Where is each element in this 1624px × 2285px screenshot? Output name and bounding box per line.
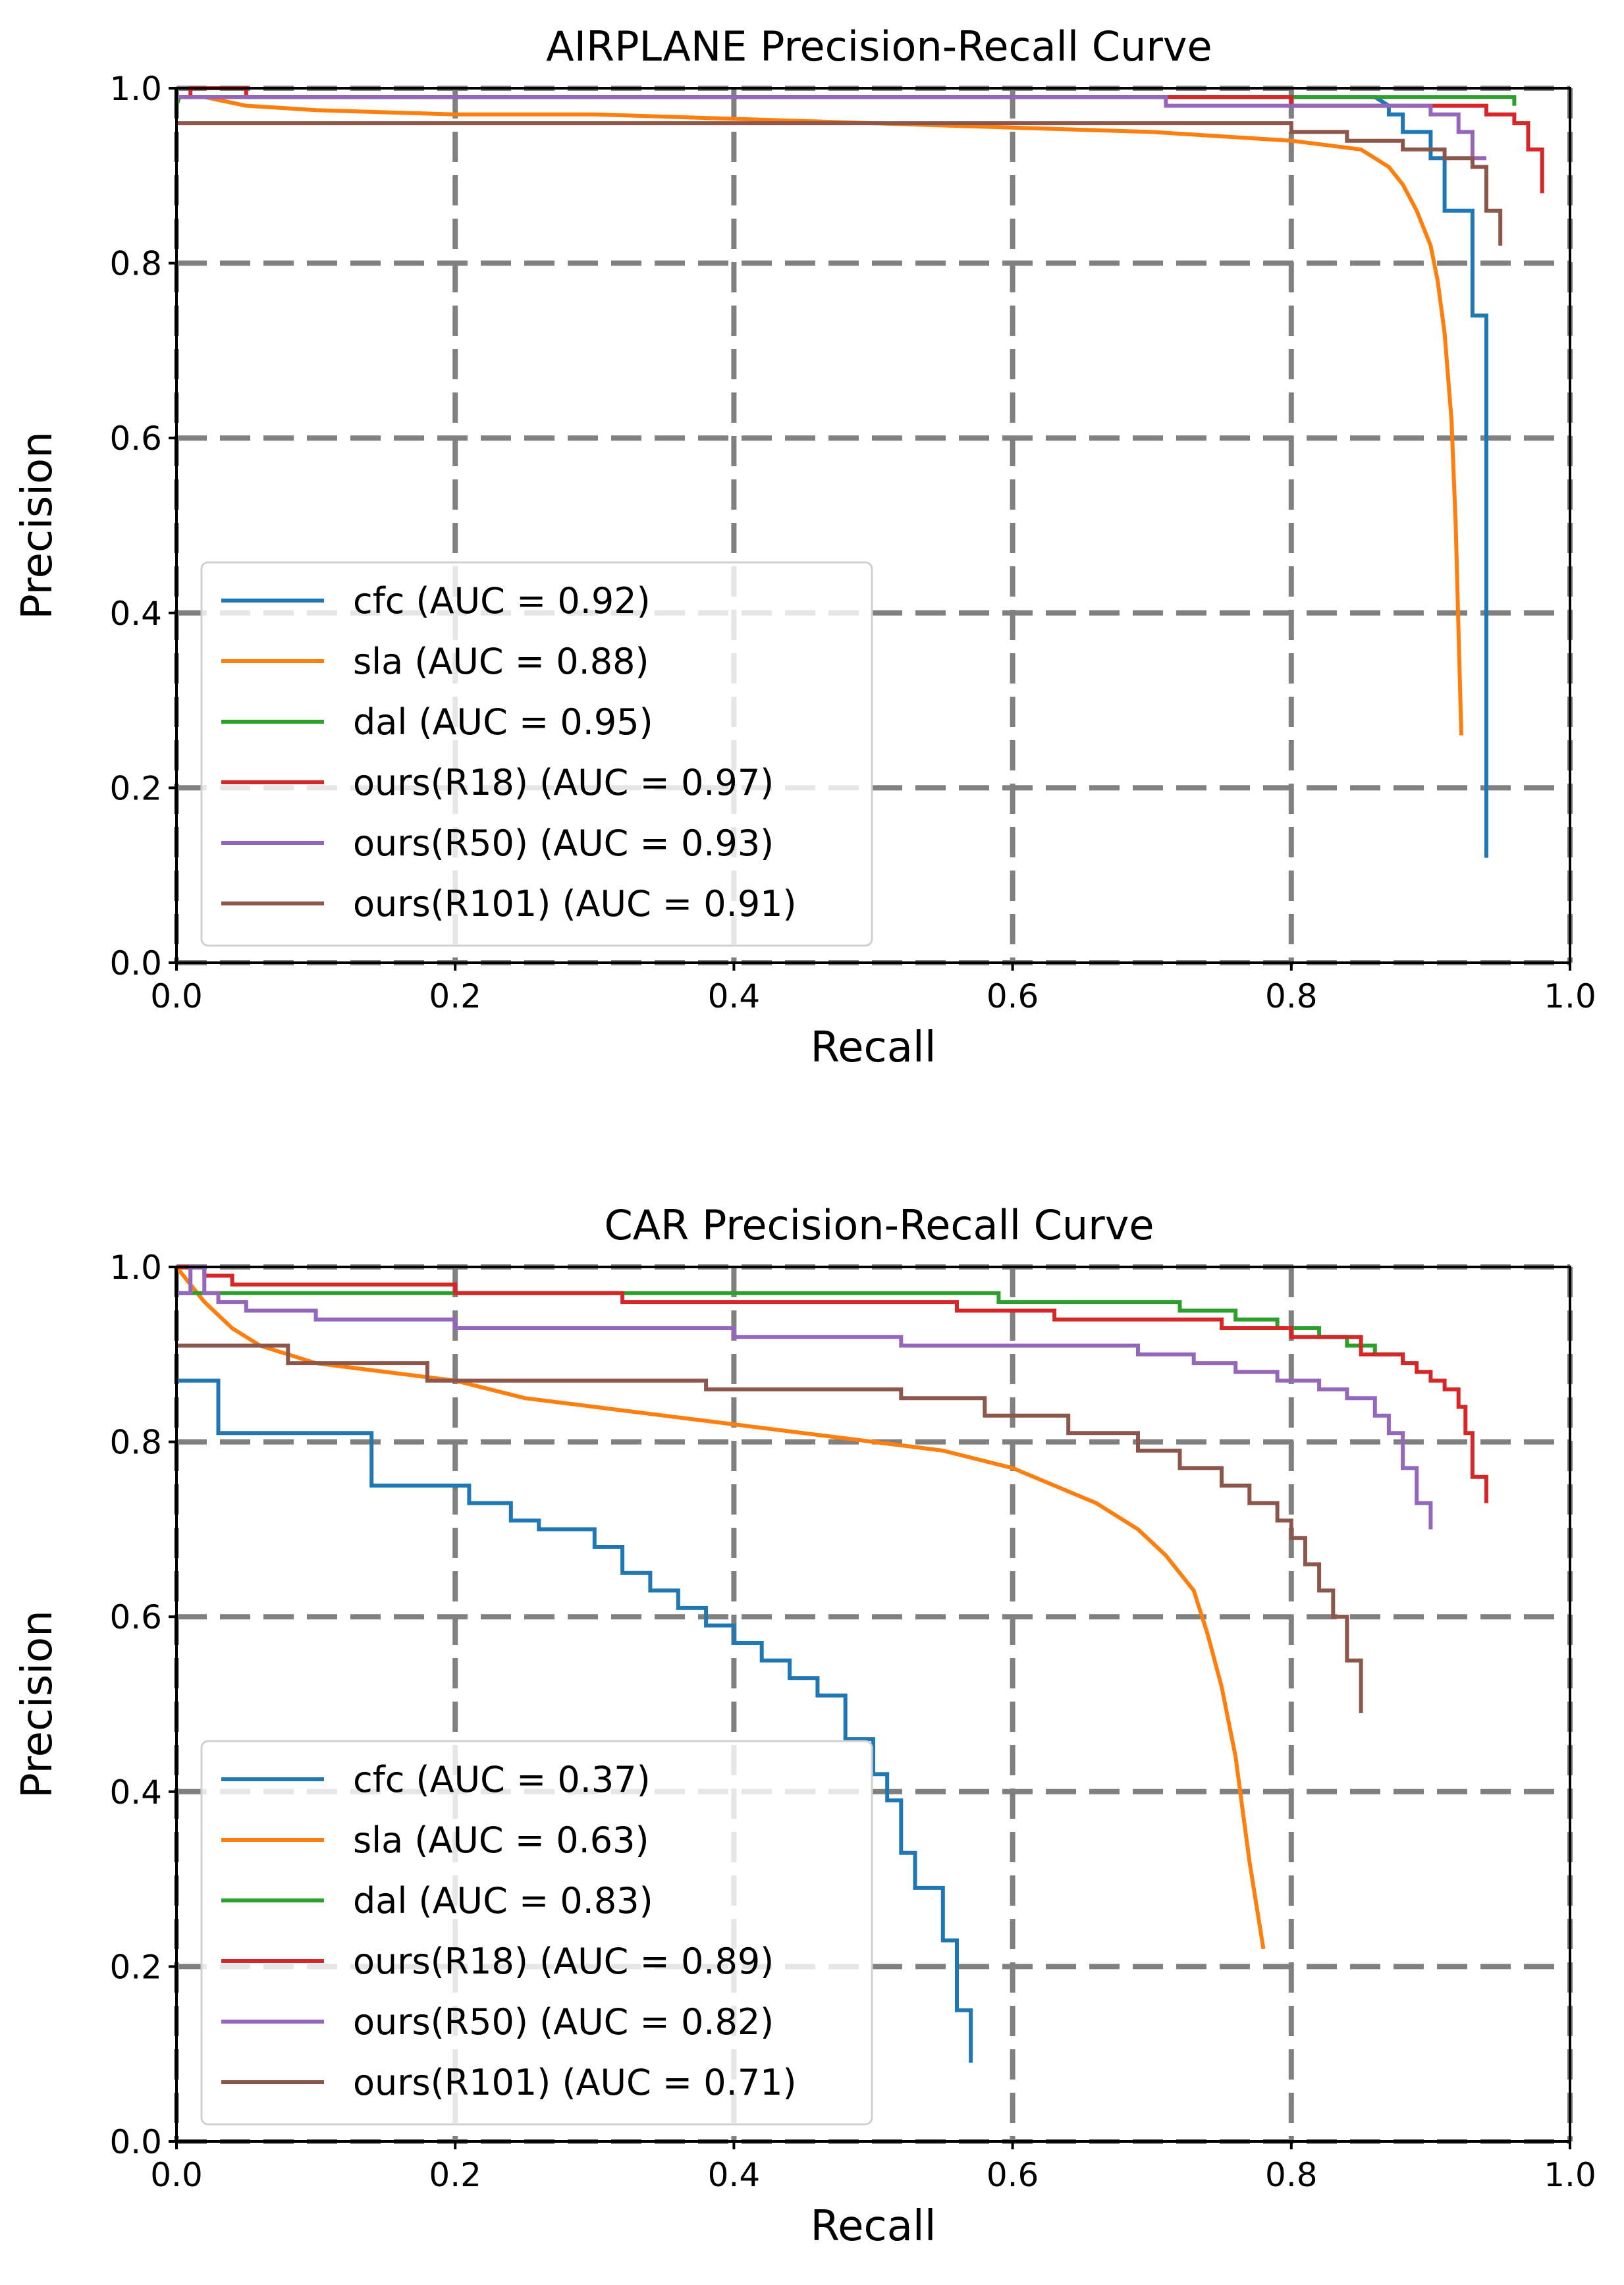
y-tick-label: 0.0 [109,944,162,982]
x-tick-label: 1.0 [1544,977,1596,1015]
y-axis-label: Precision [13,431,62,620]
y-tick-label: 0.8 [109,1424,162,1462]
legend-label: ours(R50) (AUC = 0.93) [353,822,774,864]
y-tick-label: 0.0 [109,2123,162,2161]
plot-frame [175,1266,1571,2143]
legend-label: ours(R101) (AUC = 0.91) [353,883,797,925]
y-tick-label: 0.4 [109,1773,162,1812]
y-tick-label: 0.4 [109,595,162,633]
x-tick-label: 1.0 [1544,2156,1596,2194]
series-line-ours(R50) [176,1265,1433,1530]
legend-label: ours(R18) (AUC = 0.89) [353,1941,774,1982]
x-tick-label: 0.2 [429,2156,481,2194]
x-tick-label: 0.6 [987,977,1039,1015]
series-line-sla [176,95,1463,736]
series-line-ours(R101) [176,1343,1363,1713]
legend: cfc (AUC = 0.37) sla (AUC = 0.63) dal (A… [200,1740,873,2126]
legend-box [200,1740,873,2126]
legend-label: sla (AUC = 0.88) [353,641,649,682]
legend-label: cfc (AUC = 0.92) [353,580,651,622]
x-axis-label: Recall [811,2202,936,2251]
legend-label: sla (AUC = 0.63) [353,1819,649,1861]
x-tick-label: 0.6 [987,2156,1039,2194]
series-line-ours(R50) [176,95,1486,161]
x-tick-label: 0.4 [708,977,761,1015]
airplane-pr-chart: AIRPLANE Precision-Recall Curve 0.0 0.2 … [13,22,1596,1072]
y-axis-ticks: 0.0 0.2 0.4 0.6 0.8 1.0 [109,1249,176,2161]
x-axis-label: Recall [811,1023,936,1072]
chart-title: AIRPLANE Precision-Recall Curve [546,22,1212,70]
legend-label: dal (AUC = 0.95) [353,701,653,743]
legend-items [221,1777,324,2084]
y-tick-label: 0.2 [109,769,162,807]
y-axis-label: Precision [13,1610,62,1798]
x-tick-label: 0.8 [1265,977,1318,1015]
series-group [175,1265,1488,2063]
car-pr-chart: CAR Precision-Recall Curve 0.0 0.2 0.4 0… [13,1201,1596,2251]
chart-title: CAR Precision-Recall Curve [604,1201,1154,1249]
legend-label: ours(R18) (AUC = 0.97) [353,762,774,803]
y-tick-label: 1.0 [109,70,162,108]
y-axis-ticks: 0.0 0.2 0.4 0.6 0.8 1.0 [109,70,176,982]
y-tick-label: 1.0 [109,1249,162,1287]
x-axis-ticks: 0.0 0.2 0.4 0.6 0.8 1.0 [150,963,1596,1015]
x-tick-label: 0.0 [150,977,203,1015]
legend-label: ours(R50) (AUC = 0.82) [353,2001,774,2043]
x-tick-label: 0.2 [429,977,481,1015]
legend: cfc (AUC = 0.92) sla (AUC = 0.88) dal (A… [200,561,873,947]
series-line-sla [175,1266,1266,1950]
x-tick-label: 0.0 [150,2156,203,2194]
legend-box [200,561,873,947]
legend-label: ours(R101) (AUC = 0.71) [353,2062,797,2103]
y-tick-label: 0.6 [109,1598,162,1636]
plot-frame [175,87,1571,964]
y-tick-label: 0.2 [109,1948,162,1986]
x-axis-ticks: 0.0 0.2 0.4 0.6 0.8 1.0 [150,2141,1596,2194]
x-tick-label: 0.4 [708,2156,761,2194]
series-line-cfc [176,1378,973,2063]
y-tick-label: 0.6 [109,419,162,458]
series-line-dal [176,1291,1405,1364]
series-line-ours(R18) [176,1265,1488,1503]
legend-items [221,599,324,905]
x-tick-label: 0.8 [1265,2156,1318,2194]
y-tick-label: 0.8 [109,245,162,283]
legend-label: dal (AUC = 0.83) [353,1880,653,1922]
series-line-ours(R101) [176,121,1503,246]
legend-label: cfc (AUC = 0.37) [353,1759,651,1800]
